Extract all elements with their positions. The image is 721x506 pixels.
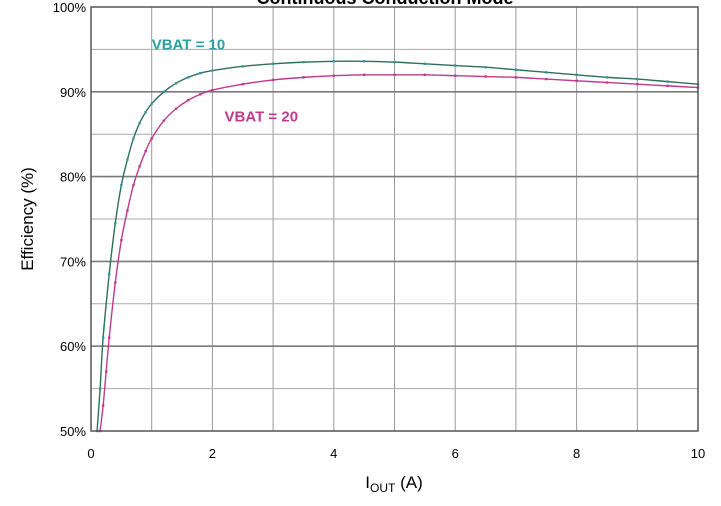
- data-point: [150, 102, 153, 105]
- data-point: [120, 239, 123, 242]
- data-point: [132, 137, 135, 140]
- data-point: [271, 62, 275, 66]
- data-point: [162, 119, 166, 122]
- data-point: [271, 78, 275, 82]
- data-point: [393, 73, 396, 77]
- data-point: [332, 74, 335, 77]
- data-point: [174, 107, 178, 110]
- data-point: [454, 74, 457, 77]
- data-point: [162, 90, 166, 93]
- data-point: [484, 66, 487, 69]
- data-point: [423, 73, 427, 77]
- data-point: [575, 79, 578, 82]
- data-point: [636, 82, 639, 86]
- plot-frame: [90, 6, 699, 432]
- data-point: [186, 76, 190, 79]
- data-point: [138, 121, 141, 125]
- data-point: [393, 60, 396, 64]
- data-point: [332, 60, 335, 63]
- data-point: [575, 73, 578, 77]
- x-axis-label-subscript: OUT: [370, 481, 396, 495]
- x-tick-label: 8: [573, 446, 580, 461]
- data-point: [666, 84, 669, 88]
- data-point: [132, 183, 135, 187]
- data-point: [144, 149, 147, 153]
- series-line: [96, 60, 699, 432]
- data-point: [114, 281, 117, 284]
- y-tick-label: 70%: [60, 254, 86, 269]
- data-point: [211, 88, 214, 92]
- series-line: [99, 74, 699, 432]
- data-point: [362, 73, 366, 77]
- y-tick-label: 50%: [60, 424, 86, 439]
- data-point: [108, 272, 111, 276]
- data-point: [126, 209, 129, 212]
- data-point: [101, 404, 105, 407]
- data-point: [545, 71, 548, 74]
- data-point: [101, 336, 105, 339]
- data-point: [484, 75, 487, 78]
- data-point: [302, 76, 305, 79]
- x-tick-label: 4: [330, 446, 337, 461]
- data-point: [454, 64, 457, 67]
- data-point: [211, 69, 214, 72]
- data-point: [144, 110, 147, 114]
- y-axis-label: Efficiency (%): [18, 167, 37, 271]
- y-tick-label: 60%: [60, 339, 86, 354]
- x-tick-label: 10: [691, 446, 705, 461]
- series-label-vbat-10: VBAT = 10: [152, 36, 226, 53]
- chart-title: Continuous Conduction Mode: [257, 0, 514, 8]
- data-point: [514, 68, 518, 71]
- x-tick-label: 0: [87, 446, 94, 461]
- data-point: [108, 336, 111, 339]
- data-point: [104, 370, 108, 373]
- data-point: [636, 77, 639, 81]
- data-point: [605, 81, 609, 84]
- series-vbat-10: [95, 60, 700, 433]
- data-point: [174, 82, 178, 85]
- y-tick-label: 90%: [60, 85, 86, 100]
- x-axis-label-main: I: [365, 473, 370, 492]
- data-point: [545, 77, 548, 81]
- data-point: [186, 99, 190, 102]
- data-point: [199, 71, 202, 75]
- data-point: [120, 183, 123, 187]
- data-point: [126, 158, 129, 161]
- x-tick-label: 6: [452, 446, 459, 461]
- grid-layer: [91, 7, 698, 431]
- data-point: [514, 76, 518, 79]
- data-point: [199, 93, 202, 96]
- series-vbat-20: [98, 73, 700, 433]
- data-point: [241, 82, 244, 86]
- axes-layer: 0 2 4 6 8 10 50% 60% 70% 80% 90% 100%: [53, 0, 705, 461]
- data-point: [362, 60, 366, 63]
- data-point: [302, 60, 305, 64]
- data-point: [666, 80, 669, 83]
- data-point: [138, 165, 141, 168]
- y-tick-label: 80%: [60, 170, 86, 185]
- data-point: [241, 65, 244, 68]
- x-axis-label-unit: (A): [395, 473, 422, 492]
- data-point: [423, 62, 427, 66]
- series-label-vbat-20: VBAT = 20: [225, 108, 298, 125]
- data-point: [98, 387, 102, 390]
- data-point: [114, 222, 117, 225]
- y-tick-label: 100%: [53, 0, 87, 15]
- x-axis-label: IOUT (A): [365, 473, 422, 495]
- data-point: [605, 76, 609, 79]
- data-point: [150, 137, 153, 140]
- x-tick-label: 2: [209, 446, 216, 461]
- series-layer: [95, 60, 700, 433]
